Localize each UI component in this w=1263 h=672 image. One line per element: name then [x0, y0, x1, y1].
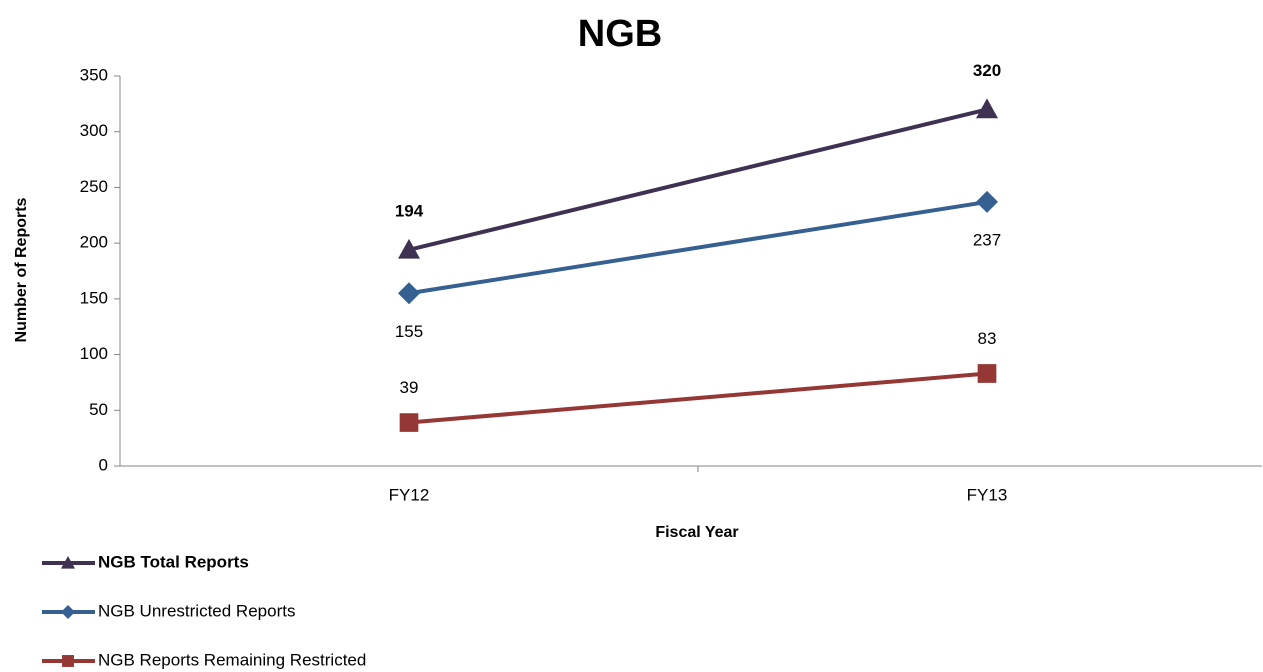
legend-marker	[61, 556, 75, 569]
y-tick-label: 0	[99, 455, 108, 474]
series-line	[408, 107, 988, 252]
legend-marker	[62, 655, 74, 667]
data-label: 237	[973, 230, 1001, 249]
x-tick-label: FY13	[967, 485, 1008, 504]
legend-label: NGB Unrestricted Reports	[98, 601, 295, 620]
y-tick-label: 50	[89, 400, 108, 419]
point-marker	[976, 98, 998, 119]
y-tick-label: 350	[80, 65, 108, 84]
y-tick-label: 100	[80, 344, 108, 363]
point-marker	[399, 413, 419, 432]
legend-label: NGB Total Reports	[98, 552, 249, 571]
data-label: 155	[395, 322, 423, 341]
chart-title: NGB	[578, 13, 662, 55]
series-line	[408, 199, 988, 296]
point-marker	[398, 238, 420, 259]
y-tick-label: 300	[80, 121, 108, 140]
data-label: 39	[400, 378, 419, 397]
y-tick-label: 250	[80, 177, 108, 196]
point-marker	[398, 282, 420, 305]
y-tick-label: 150	[80, 288, 108, 307]
data-label: 320	[973, 61, 1001, 80]
point-marker	[976, 190, 998, 213]
y-tick-label: 200	[80, 233, 108, 252]
data-label: 83	[978, 329, 997, 348]
x-axis-label: Fiscal Year	[655, 524, 738, 541]
point-marker	[977, 364, 997, 383]
legend-marker	[61, 605, 75, 619]
y-axis-label: Number of Reports	[13, 197, 30, 342]
x-tick-label: FY12	[389, 485, 430, 504]
series-line	[408, 371, 988, 425]
data-label: 194	[395, 201, 424, 220]
legend-label: NGB Reports Remaining Restricted	[98, 650, 366, 669]
